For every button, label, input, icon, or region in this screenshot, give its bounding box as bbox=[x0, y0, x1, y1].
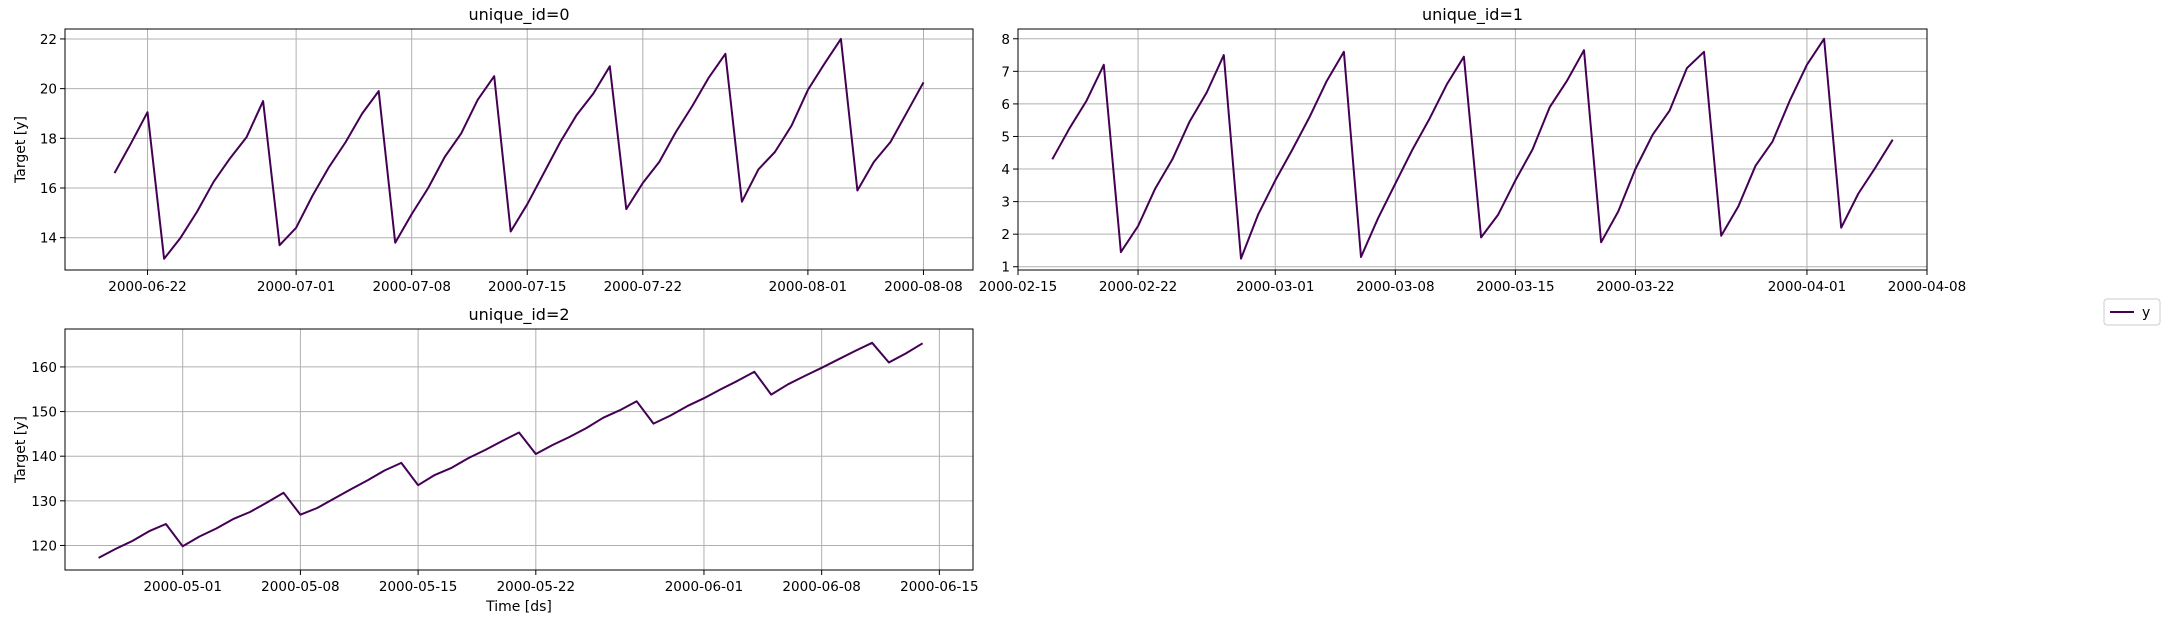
y-tick-label: 14 bbox=[40, 231, 57, 247]
y-tick-label: 6 bbox=[1001, 97, 1010, 113]
x-tick-label: 2000-06-22 bbox=[108, 279, 186, 295]
y-tick-label: 160 bbox=[31, 360, 57, 376]
y-tick-label: 2 bbox=[1001, 227, 1010, 243]
x-tick-label: 2000-03-08 bbox=[1356, 279, 1434, 295]
x-tick-label: 2000-03-01 bbox=[1236, 279, 1314, 295]
series-line-0 bbox=[1051, 37, 1894, 260]
plot-frame bbox=[64, 328, 974, 571]
panel-title: unique_id=1 bbox=[1422, 5, 1523, 25]
x-tick-label: 2000-04-08 bbox=[1888, 279, 1966, 295]
y-tick-label: 16 bbox=[40, 181, 57, 197]
x-tick-label: 2000-07-08 bbox=[372, 279, 450, 295]
y-tick-label: 150 bbox=[31, 405, 57, 421]
y-tick-label: 20 bbox=[40, 82, 57, 98]
x-tick-label: 2000-02-22 bbox=[1099, 279, 1177, 295]
x-tick-label: 2000-05-15 bbox=[379, 579, 457, 595]
y-axis-label: Target [y] bbox=[13, 116, 29, 184]
x-tick-label: 2000-07-22 bbox=[604, 279, 682, 295]
y-tick-label: 8 bbox=[1001, 32, 1010, 48]
panel-title: unique_id=2 bbox=[468, 305, 569, 325]
y-tick-label: 5 bbox=[1001, 129, 1010, 145]
panel-2: 2000-05-01 2000-05-08 2000-05-15 2000-05-22… bbox=[13, 305, 979, 615]
y-axis-label: Target [y] bbox=[13, 416, 29, 484]
x-tick-label: 2000-07-15 bbox=[488, 279, 566, 295]
x-tick-label: 2000-06-01 bbox=[665, 579, 743, 595]
x-tick-label: 2000-05-08 bbox=[261, 579, 339, 595]
y-tick-label: 7 bbox=[1001, 64, 1010, 80]
x-tick-label: 2000-05-01 bbox=[143, 579, 221, 595]
panel-title: unique_id=0 bbox=[468, 5, 569, 25]
y-tick-label: 18 bbox=[40, 131, 57, 147]
y-tick-label: 140 bbox=[31, 449, 57, 465]
x-tick-label: 2000-08-01 bbox=[769, 279, 847, 295]
legend: y bbox=[2103, 298, 2161, 326]
x-tick-label: 2000-08-08 bbox=[884, 279, 962, 295]
x-tick-label: 2000-06-15 bbox=[900, 579, 978, 595]
plot-frame bbox=[1017, 28, 1928, 271]
x-tick-label: 2000-03-15 bbox=[1476, 279, 1554, 295]
y-tick-label: 4 bbox=[1001, 162, 1010, 178]
series-line-0 bbox=[113, 37, 925, 260]
x-tick-label: 2000-05-22 bbox=[497, 579, 575, 595]
y-tick-label: 3 bbox=[1001, 195, 1010, 211]
x-tick-label: 2000-03-22 bbox=[1596, 279, 1674, 295]
y-tick-label: 120 bbox=[31, 538, 57, 554]
x-axis-label: Time [ds] bbox=[485, 599, 552, 615]
legend-label: y bbox=[2142, 305, 2150, 321]
y-tick-label: 1 bbox=[1001, 260, 1010, 276]
x-tick-label: 2000-06-08 bbox=[782, 579, 860, 595]
panel-0: 2000-06-22 2000-07-01 2000-07-08 2000-07-15… bbox=[13, 5, 974, 295]
x-tick-label: 2000-02-15 bbox=[979, 279, 1057, 295]
plot-frame bbox=[64, 28, 974, 271]
y-tick-label: 130 bbox=[31, 494, 57, 510]
x-tick-label: 2000-07-01 bbox=[257, 279, 335, 295]
x-tick-label: 2000-04-01 bbox=[1768, 279, 1846, 295]
series-line-0 bbox=[98, 341, 924, 559]
panel-1: 2000-02-15 2000-02-22 2000-03-01 2000-03-08… bbox=[979, 5, 1966, 295]
y-tick-label: 22 bbox=[40, 32, 57, 48]
panels: 2000-06-22 2000-07-01 2000-07-08 2000-07-15… bbox=[13, 5, 1966, 615]
